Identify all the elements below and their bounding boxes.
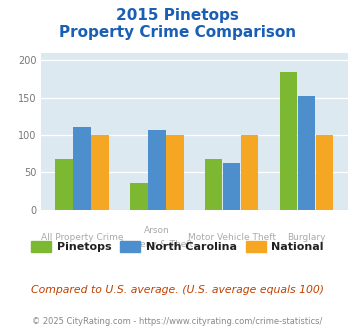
Bar [148,130,165,210]
Bar [298,96,315,210]
Text: Property Crime Comparison: Property Crime Comparison [59,25,296,40]
Text: Arson: Arson [144,226,170,235]
Bar [241,135,258,210]
Bar [91,135,109,210]
Bar [316,135,333,210]
Bar [223,163,240,210]
Text: Larceny & Theft: Larceny & Theft [121,240,193,249]
Bar [280,72,297,210]
Bar [55,159,73,210]
Bar [130,183,148,210]
Bar [166,135,184,210]
Text: Compared to U.S. average. (U.S. average equals 100): Compared to U.S. average. (U.S. average … [31,285,324,295]
Bar [73,127,91,210]
Text: 2015 Pinetops: 2015 Pinetops [116,8,239,23]
Text: Burglary: Burglary [288,233,326,242]
Legend: Pinetops, North Carolina, National: Pinetops, North Carolina, National [27,237,328,257]
Bar [205,159,223,210]
Text: © 2025 CityRating.com - https://www.cityrating.com/crime-statistics/: © 2025 CityRating.com - https://www.city… [32,317,323,326]
Text: Motor Vehicle Theft: Motor Vehicle Theft [188,233,276,242]
Text: All Property Crime: All Property Crime [41,233,123,242]
